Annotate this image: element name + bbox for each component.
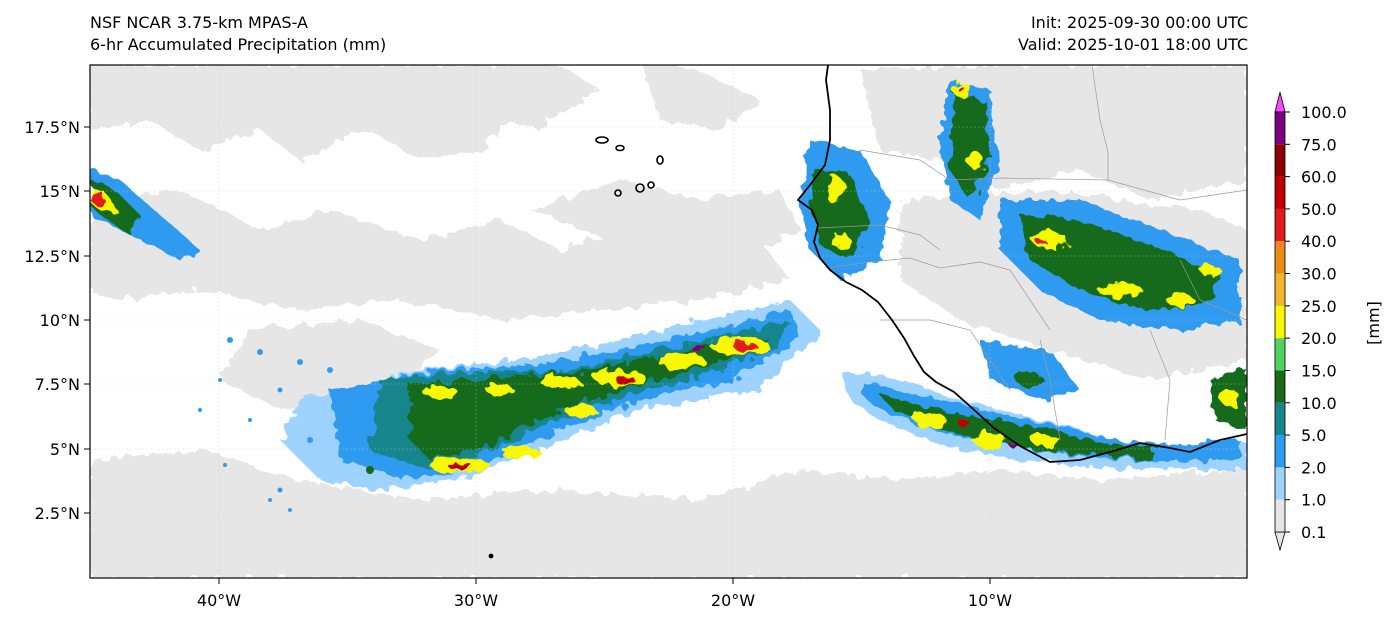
colorbar-frame (1274, 111, 1286, 533)
graticule (90, 65, 1247, 578)
colorbar-band (1275, 499, 1285, 532)
map-header-left: NSF NCAR 3.75-km MPAS-A 6-hr Accumulated… (90, 12, 386, 56)
colorbar-level-label: 75.0 (1301, 135, 1337, 154)
northwest-storm (90, 170, 200, 260)
colorbar-level-label: 60.0 (1301, 168, 1337, 187)
model-name: NSF NCAR 3.75-km MPAS-A (90, 13, 308, 32)
lat-tick-label: 15°N (40, 182, 80, 201)
map-frame (89, 64, 1248, 579)
colorbar-band (1275, 273, 1285, 306)
colorbar-unit-label: [mm] (1364, 301, 1383, 345)
colorbar-level-label: 40.0 (1301, 232, 1337, 251)
lon-tick-label: 40°W (197, 591, 241, 610)
lat-tick-label: 2.5°N (35, 504, 80, 523)
init-time: Init: 2025-09-30 00:00 UTC (1030, 13, 1248, 32)
coastline (796, 65, 1247, 463)
colorbar-level-label: 15.0 (1301, 361, 1337, 380)
colorbar-band (1275, 370, 1285, 403)
scattered-showers-west (198, 337, 393, 512)
colorbar-level-label: 1.0 (1301, 491, 1326, 510)
lon-tick-label: 10°W (968, 591, 1012, 610)
lon-tick-label: 20°W (711, 591, 755, 610)
colorbar-band (1275, 208, 1285, 242)
colorbar-level-label: 25.0 (1301, 297, 1337, 316)
field-name: 6-hr Accumulated Precipitation (mm) (90, 35, 387, 54)
colorbar-band (1275, 176, 1285, 209)
colorbar-level-label: 100.0 (1301, 103, 1347, 122)
lat-tick-label: 17.5°N (24, 118, 80, 137)
colorbar-band (1275, 435, 1285, 468)
colorbar-band (1275, 338, 1285, 371)
map-area (90, 65, 1247, 578)
colorbar-band (1275, 402, 1285, 436)
itcz-heavy-cells (422, 338, 770, 472)
lat-axis: 17.5°N 15°N 12.5°N 10°N 7.5°N 5°N 2.5°N (24, 118, 90, 523)
map-header-right: Init: 2025-09-30 00:00 UTC Valid: 2025-1… (1018, 12, 1248, 56)
colorbar-extend-min (1274, 531, 1286, 552)
lat-tick-label: 10°N (40, 311, 80, 330)
colorbar-band (1275, 241, 1285, 274)
colorbar-extend-max (1274, 91, 1286, 113)
colorbar-band (1275, 144, 1285, 177)
colorbar-level-label: 20.0 (1301, 329, 1337, 348)
colorbar-level-label: 50.0 (1301, 200, 1337, 219)
colorbar-level-label: 10.0 (1301, 394, 1337, 413)
lon-axis: 40°W 30°W 20°W 10°W (197, 578, 1012, 610)
colorbar-band (1275, 467, 1285, 500)
colorbar-level-label: 30.0 (1301, 265, 1337, 284)
colorbar-band (1275, 305, 1285, 339)
country-borders (817, 65, 1247, 441)
lat-tick-label: 7.5°N (35, 375, 80, 394)
lat-tick-label: 5°N (50, 440, 80, 459)
colorbar-level-label: 2.0 (1301, 458, 1326, 477)
west-africa-convection (800, 80, 1240, 330)
colorbar-level-label: 0.1 (1301, 523, 1326, 542)
valid-time: Valid: 2025-10-01 18:00 UTC (1017, 35, 1248, 54)
cabo-verde-islands (488, 136, 664, 559)
guinea-coast-convection (840, 340, 1247, 470)
colorbar-band (1275, 112, 1285, 145)
lat-tick-label: 12.5°N (24, 247, 80, 266)
colorbar-level-label: 5.0 (1301, 426, 1326, 445)
colorbar: 0.1 1.0 2.0 5.0 10.0 15.0 20.0 25.0 30.0 40.0 50.0… (1274, 91, 1347, 552)
lon-tick-label: 30°W (454, 591, 498, 610)
